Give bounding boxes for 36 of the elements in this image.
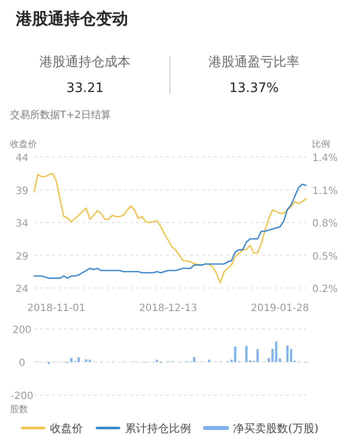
bar [78,357,80,362]
text: 13.37% [229,81,279,96]
legend-label: 收盘价 [50,422,83,435]
bar [85,359,88,362]
bar [275,342,278,362]
y-tick-label: 200 [12,325,32,336]
y-tick-label: 34 [16,218,28,230]
bar [290,349,292,362]
legend-label: 净买卖股数(万股) [233,422,319,435]
text: 33.21 [66,81,104,96]
y2-tick-label: 0.5% [312,251,338,262]
y2-axis-title: 比例 [312,139,330,150]
x-axis-title: 股数 [10,404,28,415]
y-tick-label: -200 [10,391,34,402]
bar [70,358,72,362]
text: 港股通盈亏比率 [208,54,300,70]
bar [193,357,196,362]
y-axis-title: 收盘价 [10,139,37,150]
x-tick-label: 2019-01-28 [250,303,309,314]
bar [234,346,236,362]
text: 港股通持仓成本 [40,55,130,70]
y-tick-label: 29 [16,251,28,262]
y-tick-label: 39 [16,186,28,197]
x-tick-label: 2018-11-01 [27,303,86,314]
x-tick-label: 2018-12-13 [139,303,198,314]
y2-tick-label: 0.8% [312,218,338,230]
y2-tick-label: 1.4% [312,153,338,164]
y-tick-label: 44 [16,153,28,164]
legend-label: 累计持仓比例 [125,422,191,435]
y-tick-label: 0 [18,358,26,369]
text: 交易所数据T+2日结算 [10,109,111,121]
y2-tick-label: 0.2% [312,284,338,295]
y2-tick-label: 1.1% [312,186,338,197]
text: 港股通持仓变动 [15,9,128,28]
bar [256,349,259,362]
y-tick-label: 24 [16,284,28,295]
